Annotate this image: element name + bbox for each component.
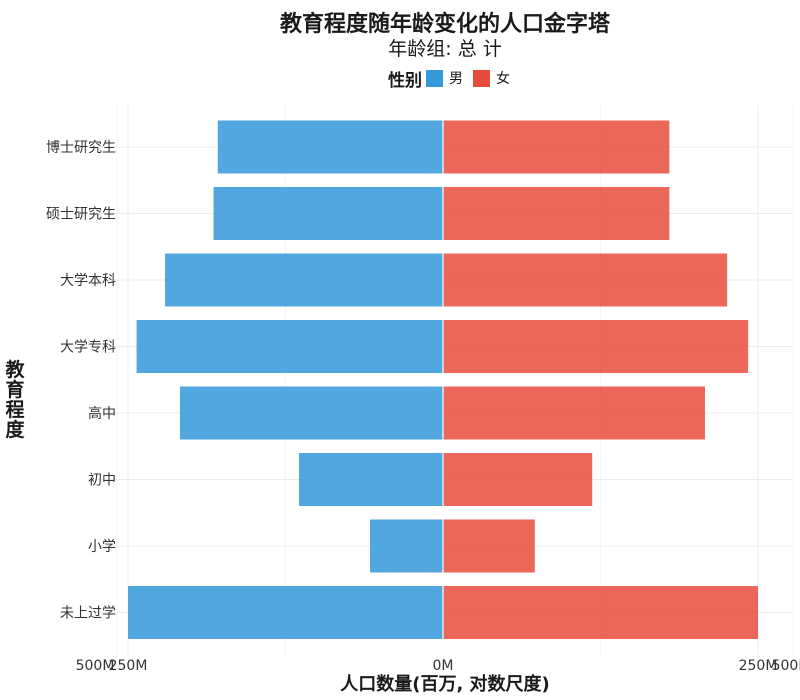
x-tick-label: 500M [772, 658, 800, 674]
legend-label-female: 女 [496, 71, 510, 87]
y-tick-label: 博士研究生 [46, 139, 116, 156]
bar-female [443, 187, 670, 240]
chart-subtitle: 年龄组: 总 计 [388, 38, 502, 60]
bar-female [443, 253, 728, 307]
bar-male [136, 320, 443, 373]
bar-male [128, 586, 443, 639]
x-tick-label: 250M [109, 658, 148, 674]
bar-male [213, 187, 443, 240]
x-tick-label: 500M [76, 658, 115, 674]
bar-female [443, 586, 758, 639]
y-tick-label: 初中 [88, 472, 116, 489]
x-tick-label: 250M [739, 658, 778, 674]
bar-female [443, 386, 705, 440]
chart-title: 教育程度随年龄变化的人口金字塔 [279, 12, 610, 37]
legend-label-male: 男 [449, 71, 463, 87]
legend-swatch-male [426, 69, 443, 87]
x-tick-label: 0M [433, 658, 454, 674]
bar-female [443, 453, 593, 506]
legend: 性别 男 女 [388, 66, 520, 91]
y-axis-title: 教育程度 [5, 359, 25, 441]
bar-male [217, 120, 443, 174]
y-tick-label: 小学 [88, 539, 116, 555]
legend-item-female: 女 [473, 68, 510, 88]
bar-female [443, 320, 749, 373]
bar-male [165, 253, 443, 307]
legend-item-male: 男 [426, 68, 463, 88]
bar-male [299, 453, 443, 506]
x-axis-title: 人口数量(百万, 对数尺度) [340, 674, 550, 695]
legend-title: 性别 [388, 70, 422, 91]
bar-female [443, 519, 535, 573]
bar-male [179, 386, 444, 440]
y-tick-label: 未上过学 [60, 606, 116, 622]
bar-male [369, 519, 443, 573]
y-tick-label: 大学专科 [60, 340, 116, 356]
legend-swatch-female [473, 69, 490, 87]
y-tick-label: 大学本科 [60, 273, 116, 289]
bar-female [443, 120, 670, 174]
y-tick-label: 高中 [88, 405, 116, 422]
y-tick-label: 硕士研究生 [46, 207, 116, 223]
